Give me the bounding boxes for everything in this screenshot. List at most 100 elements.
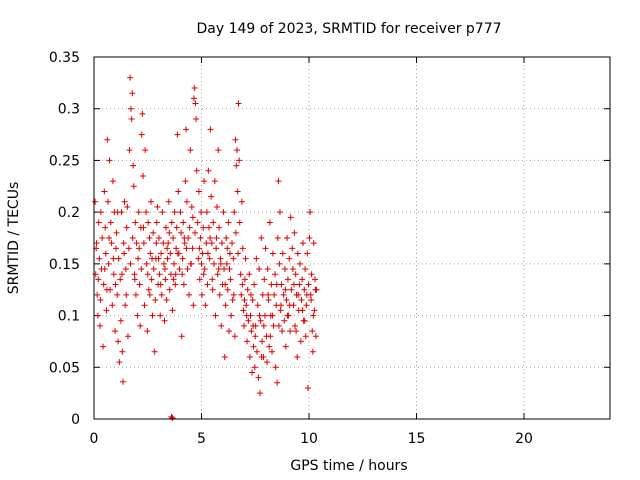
- data-point: [176, 266, 183, 273]
- data-point: [279, 250, 286, 257]
- data-point: [199, 250, 206, 257]
- data-point: [253, 255, 260, 262]
- data-point: [292, 322, 299, 329]
- x-tick-label: 10: [300, 431, 318, 447]
- data-point: [208, 240, 215, 247]
- data-point: [209, 276, 216, 283]
- data-point: [236, 157, 243, 164]
- data-point: [233, 162, 240, 169]
- data-point: [257, 317, 264, 324]
- data-point: [306, 235, 313, 241]
- data-point: [186, 291, 193, 298]
- data-point: [204, 281, 211, 288]
- data-point: [213, 203, 220, 210]
- data-point: [267, 333, 274, 340]
- data-point: [187, 147, 194, 154]
- data-point: [251, 364, 258, 371]
- data-point: [132, 291, 139, 298]
- data-point: [127, 74, 134, 81]
- data-point: [312, 276, 319, 283]
- data-point: [128, 116, 135, 123]
- data-point: [284, 312, 291, 319]
- data-point: [229, 240, 236, 247]
- y-tick-label: 0.15: [49, 257, 80, 273]
- x-tick-label: 15: [408, 431, 426, 447]
- data-point: [127, 260, 134, 267]
- data-point: [249, 297, 256, 304]
- data-point: [104, 136, 111, 143]
- data-point: [256, 390, 263, 397]
- data-point: [189, 214, 196, 221]
- data-point: [275, 322, 282, 329]
- data-point: [157, 312, 164, 319]
- data-point: [224, 286, 231, 293]
- data-point: [147, 250, 154, 257]
- data-point: [96, 255, 103, 262]
- data-point: [268, 281, 275, 288]
- data-point: [272, 271, 279, 278]
- data-point: [195, 188, 202, 195]
- data-point: [93, 240, 100, 247]
- data-point: [155, 255, 162, 262]
- data-point: [210, 260, 217, 267]
- data-points: [92, 74, 320, 421]
- data-point: [138, 266, 145, 273]
- data-point: [211, 178, 218, 185]
- data-point: [119, 348, 126, 355]
- data-point: [102, 250, 109, 257]
- data-point: [120, 378, 127, 385]
- data-point: [156, 271, 163, 278]
- data-point: [163, 297, 170, 304]
- data-point: [231, 333, 238, 340]
- data-point: [204, 250, 211, 257]
- data-point: [133, 240, 140, 247]
- data-point: [274, 235, 281, 241]
- data-point: [114, 291, 121, 298]
- plot-frame: [93, 56, 611, 420]
- data-point: [289, 245, 296, 252]
- data-point: [191, 85, 198, 92]
- data-point: [287, 328, 294, 335]
- data-point: [164, 255, 171, 262]
- data-point: [190, 95, 197, 102]
- x-tick-label: 5: [197, 431, 206, 447]
- data-point: [250, 322, 257, 329]
- data-point: [140, 240, 147, 247]
- data-point: [94, 312, 101, 319]
- data-point: [248, 328, 255, 335]
- data-point: [165, 198, 172, 205]
- data-point: [151, 348, 158, 355]
- data-point: [116, 359, 123, 366]
- data-point: [309, 328, 316, 335]
- data-point: [241, 276, 248, 283]
- data-point: [215, 266, 222, 273]
- data-point: [166, 229, 173, 236]
- data-point: [226, 250, 233, 257]
- data-point: [141, 302, 148, 309]
- data-point: [102, 224, 109, 231]
- data-point: [242, 255, 249, 262]
- data-point: [312, 286, 319, 293]
- y-tick-label: 0.05: [49, 360, 80, 376]
- chart-title: Day 149 of 2023, SRMTID for receiver p77…: [196, 21, 501, 37]
- data-point: [264, 266, 271, 273]
- data-point: [307, 209, 314, 216]
- data-point: [139, 110, 146, 117]
- data-point: [206, 224, 213, 231]
- data-point: [201, 178, 208, 185]
- data-point: [305, 281, 312, 288]
- data-point: [290, 281, 297, 288]
- data-point: [101, 266, 108, 273]
- data-point: [144, 271, 151, 278]
- data-point: [169, 307, 176, 314]
- data-point: [181, 235, 188, 241]
- data-point: [207, 126, 214, 133]
- data-point: [97, 209, 104, 216]
- data-point: [187, 260, 194, 267]
- data-point: [92, 198, 99, 205]
- data-point: [179, 271, 186, 278]
- data-point: [214, 271, 221, 278]
- data-point: [192, 100, 199, 107]
- data-point: [168, 219, 175, 226]
- data-point: [241, 322, 248, 329]
